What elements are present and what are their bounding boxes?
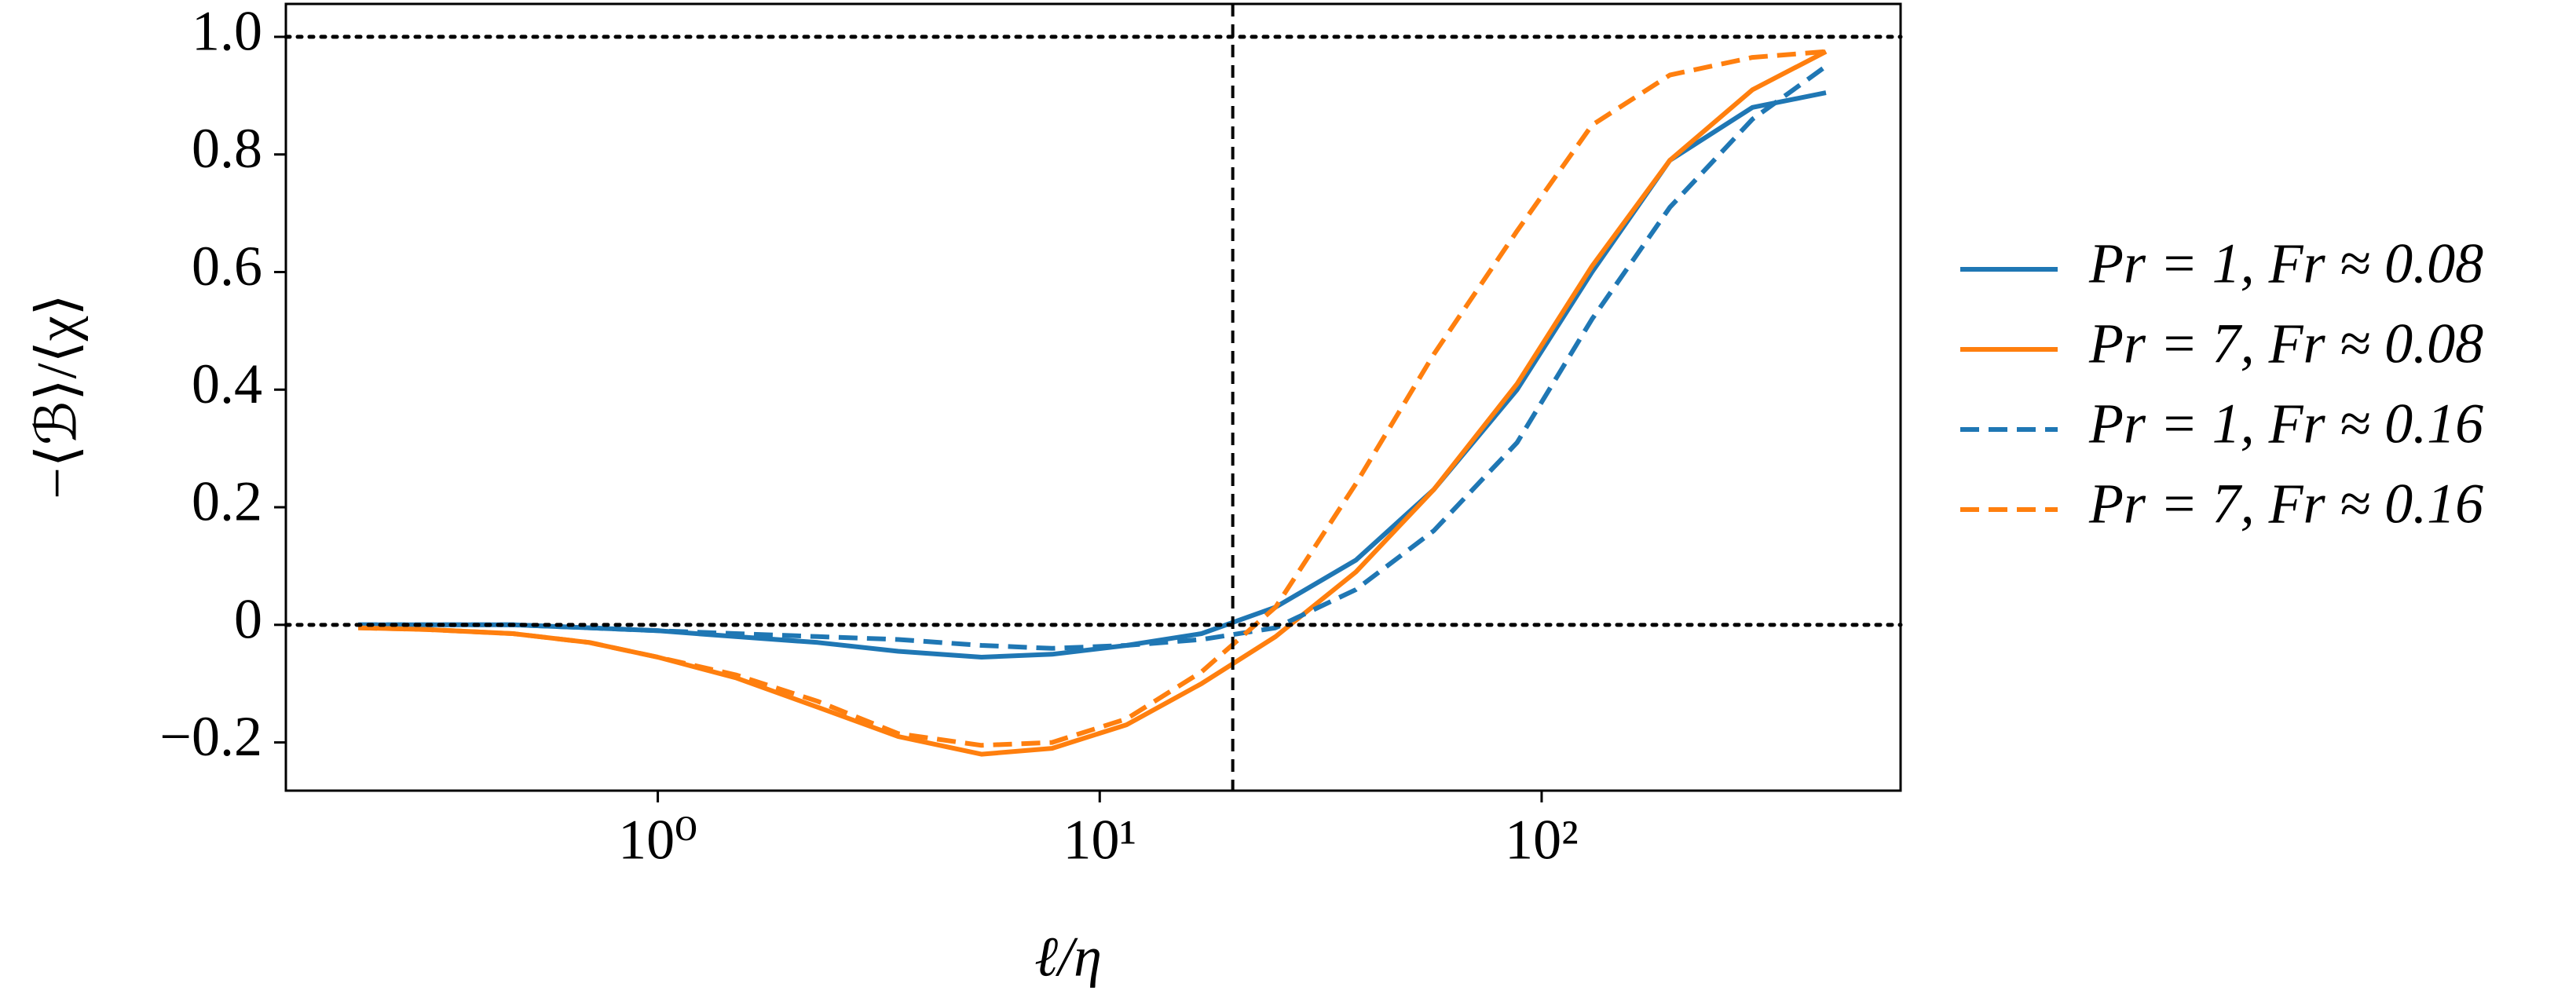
y-tick-label: 0.8: [192, 117, 262, 180]
y-tick-label: 0.6: [192, 235, 262, 298]
series-line: [358, 90, 1827, 660]
y-axis-label: −⟨ℬ⟩/⟨χ⟩: [26, 294, 89, 499]
x-axis-label: ℓ/η: [1034, 926, 1102, 989]
plot-frame: [284, 2, 1902, 792]
y-tick-label: 0.2: [192, 470, 262, 533]
x-tick-label: 10²: [1505, 809, 1579, 872]
legend-label: Pr = 7, Fr ≈ 0.08: [2088, 312, 2483, 375]
series-line: [358, 64, 1828, 651]
y-tick-label: 1.0: [192, 0, 262, 62]
y-tick-label: 0: [234, 587, 262, 650]
legend-label: Pr = 7, Fr ≈ 0.16: [2088, 473, 2483, 535]
y-tick-label: −0.2: [159, 705, 262, 768]
x-tick-label: 10¹: [1063, 809, 1136, 872]
series-line: [358, 49, 1827, 748]
x-tick-label: 10⁰: [618, 809, 697, 872]
legend-label: Pr = 1, Fr ≈ 0.08: [2088, 232, 2483, 295]
legend-label: Pr = 1, Fr ≈ 0.16: [2088, 393, 2483, 455]
y-tick-label: 0.4: [192, 353, 262, 415]
